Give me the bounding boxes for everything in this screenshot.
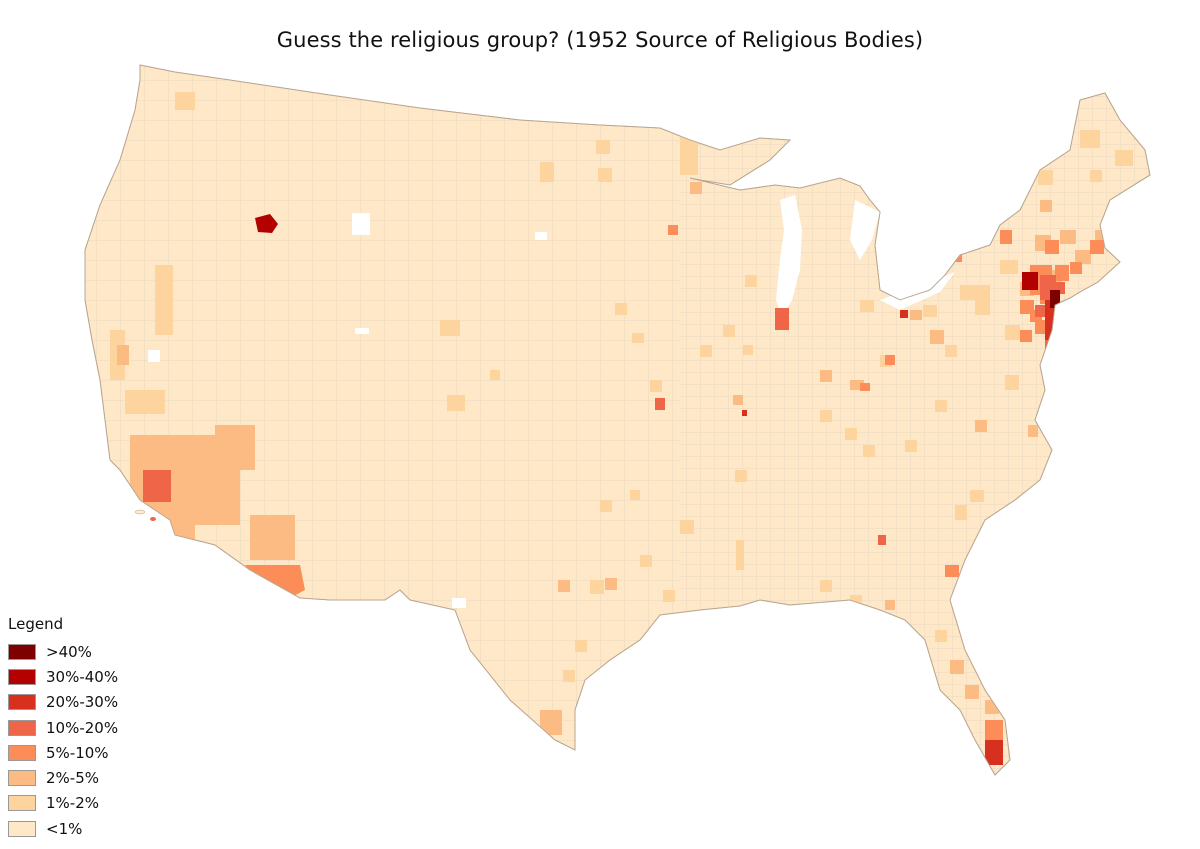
counties-over-40-percent bbox=[1050, 290, 1060, 308]
legend-swatch bbox=[8, 643, 36, 660]
legend-item: <1% bbox=[8, 816, 118, 841]
legend-item: 20%-30% bbox=[8, 690, 118, 715]
legend-swatch bbox=[8, 770, 36, 787]
legend-swatch bbox=[8, 744, 36, 761]
legend: Legend >40% 30%-40% 20%-30% 10%-20% 5%-10% 2%… bbox=[8, 615, 118, 841]
legend-label: 2%-5% bbox=[46, 769, 100, 788]
legend-title: Legend bbox=[8, 615, 64, 633]
legend-label: 20%-30% bbox=[46, 693, 119, 712]
legend-item: 5%-10% bbox=[8, 740, 118, 765]
legend-label: 1%-2% bbox=[46, 794, 100, 813]
lake-michigan bbox=[776, 195, 802, 318]
legend-swatch bbox=[8, 795, 36, 812]
legend-item: 10%-20% bbox=[8, 715, 118, 740]
legend-items: >40% 30%-40% 20%-30% 10%-20% 5%-10% 2%-5% 1%-2… bbox=[8, 639, 118, 841]
counties-30-40-percent bbox=[255, 214, 1038, 290]
legend-label: <1% bbox=[46, 819, 83, 838]
legend-item: 1%-2% bbox=[8, 791, 118, 816]
legend-label: 5%-10% bbox=[46, 743, 109, 762]
legend-label: >40% bbox=[46, 642, 92, 661]
legend-swatch bbox=[8, 694, 36, 711]
legend-label: 30%-40% bbox=[46, 667, 119, 686]
legend-swatch bbox=[8, 719, 36, 736]
legend-item: 2%-5% bbox=[8, 765, 118, 790]
legend-item: 30%-40% bbox=[8, 664, 118, 689]
lake-huron bbox=[850, 200, 880, 260]
counties-1-2-percent bbox=[110, 92, 1133, 682]
legend-label: 10%-20% bbox=[46, 718, 119, 737]
legend-swatch bbox=[8, 820, 36, 837]
map-title: Guess the religious group? (1952 Source … bbox=[276, 28, 924, 52]
legend-swatch bbox=[8, 668, 36, 685]
legend-item: >40% bbox=[8, 639, 118, 664]
